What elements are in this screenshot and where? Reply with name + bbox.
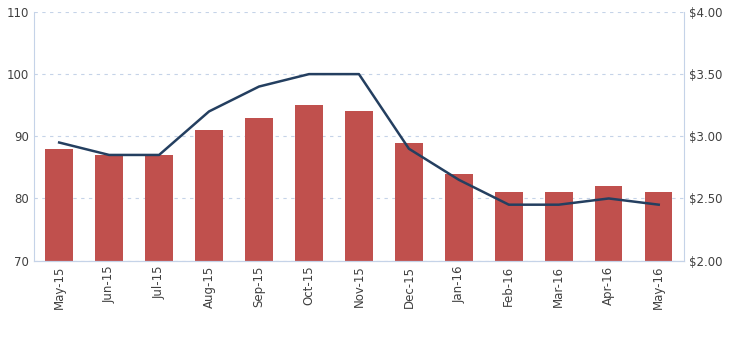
Index (rebased May ’12=100) <box>254 84 263 89</box>
Index (rebased May ’12=100) <box>155 153 163 157</box>
Bar <box>45 149 73 261</box>
Bar <box>445 174 472 261</box>
Bar <box>595 186 623 261</box>
Index (rebased May ’12=100) <box>105 153 114 157</box>
Index (rebased May ’12=100) <box>205 109 214 114</box>
Bar <box>495 192 523 261</box>
Index (rebased May ’12=100) <box>504 202 513 207</box>
Bar <box>245 118 273 261</box>
Index (rebased May ’12=100) <box>454 178 463 182</box>
Index (rebased May ’12=100) <box>55 140 63 145</box>
Bar <box>95 155 123 261</box>
Line: Index (rebased May ’12=100): Index (rebased May ’12=100) <box>59 74 659 205</box>
Bar <box>545 192 572 261</box>
Bar <box>195 130 223 261</box>
Index (rebased May ’12=100) <box>354 72 363 76</box>
Legend: Ave rate (right axis), Index (rebased May ’12=100): Ave rate (right axis), Index (rebased Ma… <box>148 361 570 362</box>
Bar <box>645 192 672 261</box>
Index (rebased May ’12=100) <box>655 202 663 207</box>
Bar <box>295 105 323 261</box>
Index (rebased May ’12=100) <box>555 202 564 207</box>
Bar <box>395 143 423 261</box>
Bar <box>346 111 373 261</box>
Index (rebased May ’12=100) <box>604 196 613 201</box>
Index (rebased May ’12=100) <box>305 72 313 76</box>
Index (rebased May ’12=100) <box>405 147 413 151</box>
Bar <box>145 155 173 261</box>
